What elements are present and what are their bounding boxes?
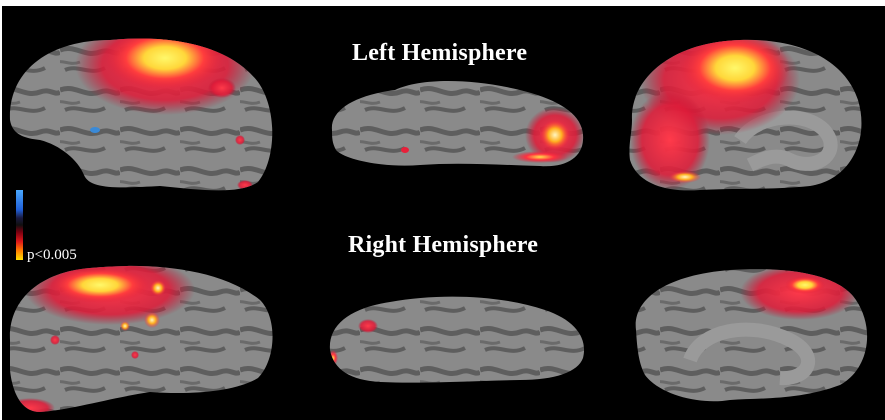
color-scale-bar bbox=[16, 190, 23, 260]
left-lateral-brain bbox=[9, 38, 273, 191]
left-hemisphere-title: Left Hemisphere bbox=[352, 40, 528, 66]
right-medial-brain bbox=[635, 269, 868, 402]
right-hemisphere-title: Right Hemisphere bbox=[348, 232, 539, 258]
left-medial-brain bbox=[629, 39, 862, 191]
threshold-label: p<0.005 bbox=[27, 247, 77, 263]
right-lateral-brain bbox=[9, 265, 273, 412]
left-ventral-brain bbox=[331, 81, 584, 167]
right-ventral-brain bbox=[329, 296, 585, 383]
